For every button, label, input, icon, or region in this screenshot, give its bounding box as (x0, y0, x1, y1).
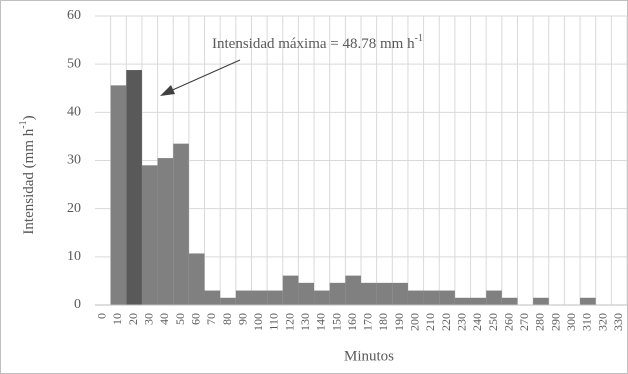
bar (407, 290, 424, 305)
bar (423, 290, 440, 305)
y-tick-label: 10 (67, 249, 81, 264)
y-tick-label: 60 (67, 8, 81, 23)
x-tick-label: 120 (282, 313, 296, 331)
bar (235, 290, 252, 305)
y-tick-label: 50 (67, 56, 81, 71)
x-tick-label: 60 (188, 313, 202, 325)
x-tick-label: 20 (126, 313, 140, 325)
bar (141, 165, 158, 305)
bar (314, 290, 330, 305)
bar (267, 290, 283, 305)
bar (470, 297, 487, 305)
y-axis-title: Intensidad (mm h-1) (18, 115, 37, 234)
bar (486, 290, 502, 305)
bar (220, 297, 236, 305)
x-tick-label: 30 (142, 313, 156, 325)
x-tick-label: 210 (423, 313, 437, 331)
bar (345, 275, 361, 305)
x-tick-label: 220 (439, 313, 453, 331)
x-tick-label: 300 (564, 313, 578, 331)
x-tick-label: 180 (376, 313, 390, 331)
bar (157, 158, 174, 305)
x-tick-label: 330 (611, 313, 625, 331)
annotation-arrow (167, 59, 241, 93)
annotation: Intensidad máxima = 48.78 mm h-1 (212, 33, 423, 52)
bar (282, 275, 299, 305)
bar (361, 282, 377, 305)
x-tick-label: 170 (361, 313, 375, 331)
x-tick-label: 280 (533, 313, 547, 331)
bar (454, 297, 471, 305)
x-tick-label: 240 (470, 313, 484, 331)
bar (126, 70, 142, 305)
x-tick-label: 100 (251, 313, 265, 331)
bar (251, 290, 268, 305)
annotation-sup: -1 (415, 33, 423, 44)
x-tick-label: 10 (110, 313, 124, 325)
bar (188, 253, 205, 305)
x-tick-label: 190 (392, 313, 406, 331)
x-tick-label: 200 (408, 313, 422, 331)
y-tick-label: 40 (67, 105, 81, 120)
x-tick-label: 90 (235, 313, 249, 325)
x-tick-label: 230 (454, 313, 468, 331)
bars (110, 70, 596, 305)
bar (298, 282, 315, 305)
x-tick-label: 50 (173, 313, 187, 325)
bar (376, 282, 393, 305)
x-tick-label: 260 (501, 313, 515, 331)
x-tick-label: 160 (345, 313, 359, 331)
x-tick-label: 0 (95, 313, 109, 319)
x-tick-label: 270 (517, 313, 531, 331)
arrow-head (160, 85, 175, 96)
x-tick-label: 310 (580, 313, 594, 331)
x-tick-label: 110 (267, 313, 281, 331)
x-tick-label: 250 (486, 313, 500, 331)
x-tick-label: 70 (204, 313, 218, 325)
x-tick-label: 80 (220, 313, 234, 325)
bar (329, 282, 346, 305)
x-tick-label: 150 (329, 313, 343, 331)
y-title-sup: -1 (18, 120, 29, 128)
bar (110, 85, 127, 305)
x-tick-label: 290 (548, 313, 562, 331)
x-tick-label: 320 (595, 313, 609, 331)
bar (533, 297, 549, 305)
x-tick-label: 140 (314, 313, 328, 331)
bar (501, 297, 518, 305)
x-axis-title: Minutos (344, 348, 394, 364)
bar (204, 290, 221, 305)
y-title-text: Intensidad (mm h (21, 128, 37, 234)
annotation-text: Intensidad máxima = 48.78 mm h (212, 36, 415, 52)
bar (580, 297, 596, 305)
y-tick-label: 20 (67, 201, 81, 216)
y-tick-label: 0 (74, 297, 81, 312)
y-tick-label: 30 (67, 153, 81, 168)
bar (439, 290, 455, 305)
x-tick-label: 40 (157, 313, 171, 325)
y-title-suffix: ) (21, 115, 37, 120)
bar (392, 282, 408, 305)
x-tick-label: 130 (298, 313, 312, 331)
bar (173, 143, 189, 305)
